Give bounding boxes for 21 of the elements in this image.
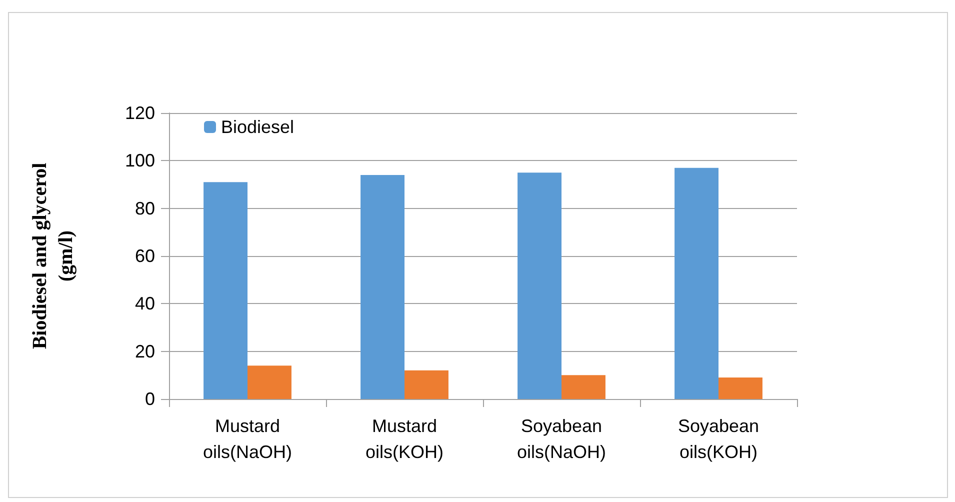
y-tick-label: 0 — [144, 389, 155, 409]
x-tick-label: Mustard oils(KOH) — [365, 416, 444, 462]
y-tick-label: 20 — [134, 341, 155, 362]
bar — [360, 174, 404, 399]
bar — [248, 366, 292, 399]
bar — [404, 370, 448, 399]
bar — [674, 168, 718, 399]
y-tick-label: 60 — [134, 246, 155, 266]
x-tick-label: Mustard oils(NaOH) — [202, 416, 292, 462]
y-tick-label: 100 — [124, 150, 155, 171]
legend-label: Biodiesel — [221, 117, 294, 137]
y-axis-title: Biodiesel and glycerol (gm/l) — [29, 162, 77, 350]
bar — [718, 378, 762, 399]
bar — [518, 172, 562, 399]
x-tick-label: Soyabean oils(NaOH) — [516, 416, 606, 462]
bar — [204, 182, 248, 399]
y-tick-label: 80 — [134, 198, 155, 218]
x-tick-label: Soyabean oils(KOH) — [678, 416, 760, 462]
bar — [562, 375, 606, 399]
y-tick-label: 120 — [124, 103, 155, 123]
y-tick-label: 40 — [134, 294, 155, 314]
